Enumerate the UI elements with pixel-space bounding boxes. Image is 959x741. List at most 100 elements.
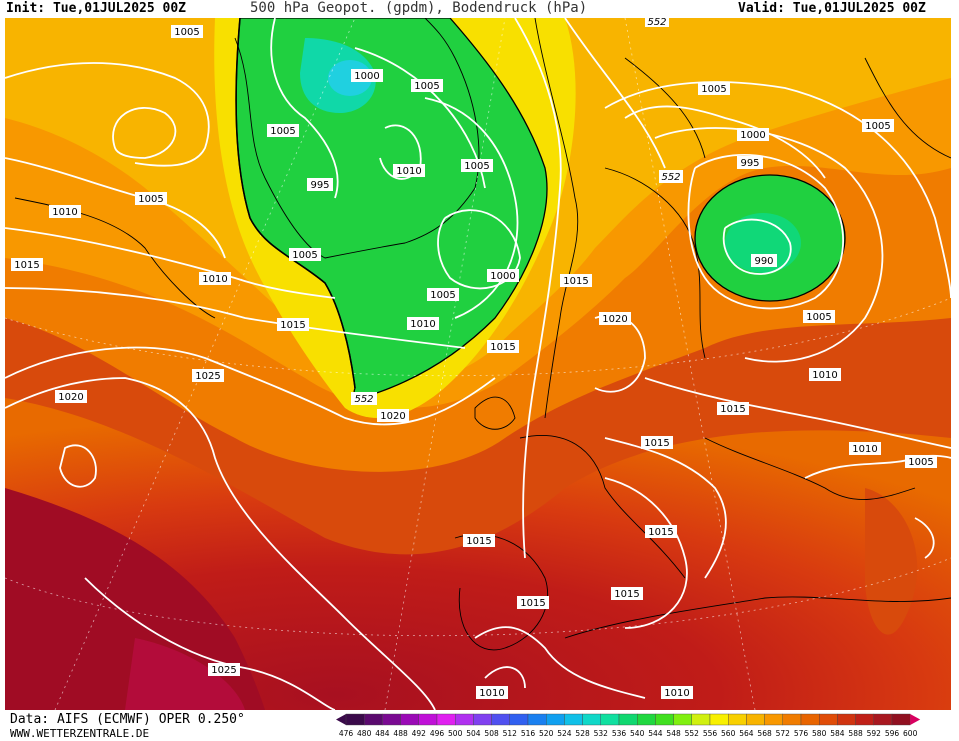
isobar-label: 1005 [862,119,894,132]
legend-tick-label: 552 [685,729,700,738]
svg-text:1015: 1015 [648,527,673,538]
field-588 [5,398,951,710]
legend-arrow-low [336,714,346,725]
svg-text:1015: 1015 [720,404,745,415]
svg-text:1005: 1005 [806,312,831,323]
svg-text:1010: 1010 [52,207,77,218]
site-credit: WWW.WETTERZENTRALE.DE [10,727,150,740]
legend-swatch [728,713,747,726]
isobar-label: 1015 [560,274,592,287]
isobar-label: 1005 [427,288,459,301]
svg-text:1015: 1015 [14,260,39,271]
legend-tick-label: 596 [885,729,900,738]
svg-text:1015: 1015 [644,438,669,449]
svg-text:1015: 1015 [563,276,588,287]
isobar-label: 995 [307,178,333,191]
isobar-label: 1000 [737,128,769,141]
legend-swatch [709,713,729,726]
svg-text:1005: 1005 [464,161,489,172]
coastlines [14,18,951,651]
isobar-label: 1025 [208,663,240,676]
isobar-label: 1010 [49,205,81,218]
svg-text:1005: 1005 [908,457,933,468]
svg-text:1010: 1010 [852,444,877,455]
isobar-label: 1005 [461,159,493,172]
svg-text:1000: 1000 [740,130,765,141]
isobar-label: 1005 [411,79,443,92]
color-legend: 476 480 484 488 492 496 500 504 508 512 516 520 524 5… [336,713,921,738]
legend-swatch [855,713,874,726]
svg-text:995: 995 [740,158,759,169]
svg-text:1010: 1010 [812,370,837,381]
isobar-label: 1005 [698,82,730,95]
legend-tick-label: 536 [612,729,627,738]
isobar-label: 1010 [849,442,881,455]
svg-text:990: 990 [754,256,773,267]
legend-swatch [673,713,693,726]
legend-tick-label: 504 [466,729,481,738]
legend-tick-label: 600 [903,729,918,738]
legend-swatch [364,713,383,726]
legend-boxes [336,713,921,726]
legend-swatch [527,713,547,726]
legend-tick-label: 528 [575,729,590,738]
legend-tick-label: 584 [830,729,845,738]
isobar-label: 995 [737,156,763,169]
field-596 [125,638,245,710]
legend-tick-label: 564 [739,729,754,738]
legend-swatch [691,713,711,726]
isobar-label: 1005 [171,25,203,38]
isobar-label: 1025 [192,369,224,382]
legend-tick-label: 524 [557,729,572,738]
isobar-label: 1015 [611,587,643,600]
legend-tick-label: 576 [794,729,809,738]
legend-swatch [418,713,438,726]
svg-text:1000: 1000 [490,271,515,282]
legend-swatch [491,713,511,726]
svg-text:1000: 1000 [354,71,379,82]
legend-swatch [473,713,492,726]
isobar-label: 1015 [645,525,677,538]
svg-text:1010: 1010 [410,319,435,330]
isobar-label: 1010 [809,368,841,381]
legend-swatch [600,713,620,726]
isobar-label: 1015 [11,258,43,271]
legend-swatch [545,713,565,726]
legend-swatch [782,713,802,726]
legend-swatch [509,713,529,726]
legend-swatch [637,713,656,726]
isobar-labels: 1005 1000 1005 1005 1005 995 1010 1005 1… [11,18,937,699]
svg-text:1005: 1005 [292,250,317,261]
isohypse-label: 552 [659,170,683,183]
field-east [865,488,918,635]
legend-tick-label: 592 [867,729,882,738]
svg-text:1010: 1010 [479,688,504,699]
legend-tick-label: 556 [703,729,718,738]
svg-text:1015: 1015 [280,320,305,331]
svg-text:1005: 1005 [430,290,455,301]
isobar-label: 1000 [351,69,383,82]
legend-swatch [382,713,401,726]
isobar-label: 1020 [377,409,409,422]
legend-tick-label: 500 [448,729,463,738]
isobar-label: 1020 [599,312,631,325]
legend-swatch [345,713,365,726]
isobar-label: 1015 [463,534,495,547]
svg-text:1015: 1015 [466,536,491,547]
legend-tick-label: 560 [721,729,736,738]
header-bar: Init: Tue,01JUL2025 00Z 500 hPa Geopot. … [0,0,959,18]
legend-swatch [655,713,674,726]
legend-swatch [873,713,893,726]
legend-tick-label: 516 [521,729,536,738]
isohypse-label: 552 [351,392,377,405]
legend-tick-label: 532 [594,729,609,738]
cutoff-core [725,213,801,273]
legend-tick-label: 484 [375,729,390,738]
isohypse-552 [235,18,356,389]
isobar-label: 1010 [661,686,693,699]
legend-swatch [436,713,456,726]
svg-text:1010: 1010 [396,166,421,177]
svg-text:1015: 1015 [614,589,639,600]
svg-text:1005: 1005 [701,84,726,95]
svg-text:1010: 1010 [202,274,227,285]
